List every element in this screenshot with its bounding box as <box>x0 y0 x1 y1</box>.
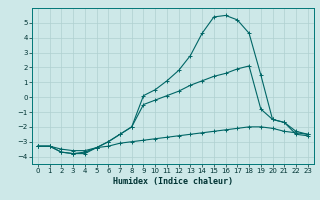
X-axis label: Humidex (Indice chaleur): Humidex (Indice chaleur) <box>113 177 233 186</box>
